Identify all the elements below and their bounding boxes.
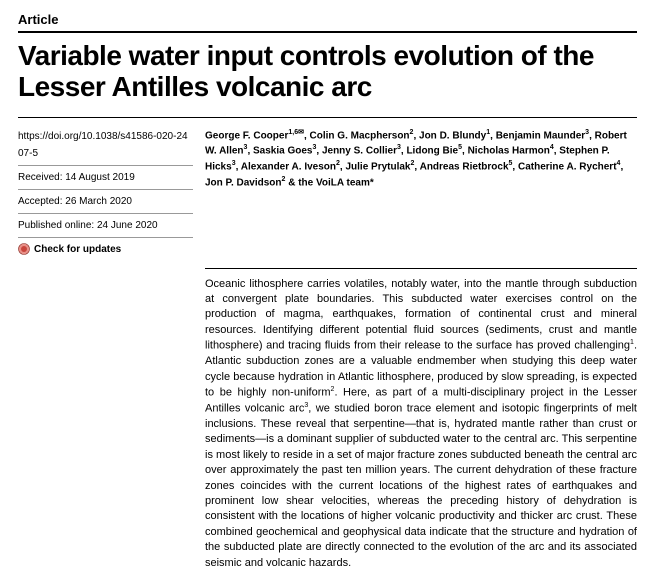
meta-divider-1 bbox=[18, 165, 193, 166]
check-updates-label: Check for updates bbox=[34, 241, 121, 258]
abstract-spacer bbox=[18, 268, 193, 571]
title-rule bbox=[18, 117, 637, 118]
received-row: Received: 14 August 2019 bbox=[18, 169, 193, 186]
doi-link[interactable]: https://doi.org/10.1038/s41586-020-2407-… bbox=[18, 128, 193, 162]
article-title: Variable water input controls evolution … bbox=[18, 41, 637, 103]
article-type-label: Article bbox=[18, 12, 637, 33]
received-date: 14 August 2019 bbox=[65, 172, 135, 183]
meta-divider-2 bbox=[18, 189, 193, 190]
meta-divider-3 bbox=[18, 213, 193, 214]
authors-block: George F. Cooper1,6✉, Colin G. Macpherso… bbox=[205, 128, 637, 258]
abstract-row: Oceanic lithosphere carries volatiles, n… bbox=[18, 268, 637, 571]
metadata-left-column: https://doi.org/10.1038/s41586-020-2407-… bbox=[18, 128, 193, 258]
accepted-date: 26 March 2020 bbox=[65, 196, 132, 207]
accepted-label: Accepted: bbox=[18, 196, 62, 207]
metadata-row: https://doi.org/10.1038/s41586-020-2407-… bbox=[18, 128, 637, 258]
received-label: Received: bbox=[18, 172, 62, 183]
abstract-text: Oceanic lithosphere carries volatiles, n… bbox=[205, 268, 637, 571]
published-row: Published online: 24 June 2020 bbox=[18, 217, 193, 234]
check-updates-link[interactable]: Check for updates bbox=[18, 241, 193, 258]
accepted-row: Accepted: 26 March 2020 bbox=[18, 193, 193, 210]
published-label: Published online: bbox=[18, 220, 94, 231]
check-updates-icon bbox=[18, 243, 30, 255]
meta-divider-4 bbox=[18, 237, 193, 238]
published-date: 24 June 2020 bbox=[97, 220, 158, 231]
